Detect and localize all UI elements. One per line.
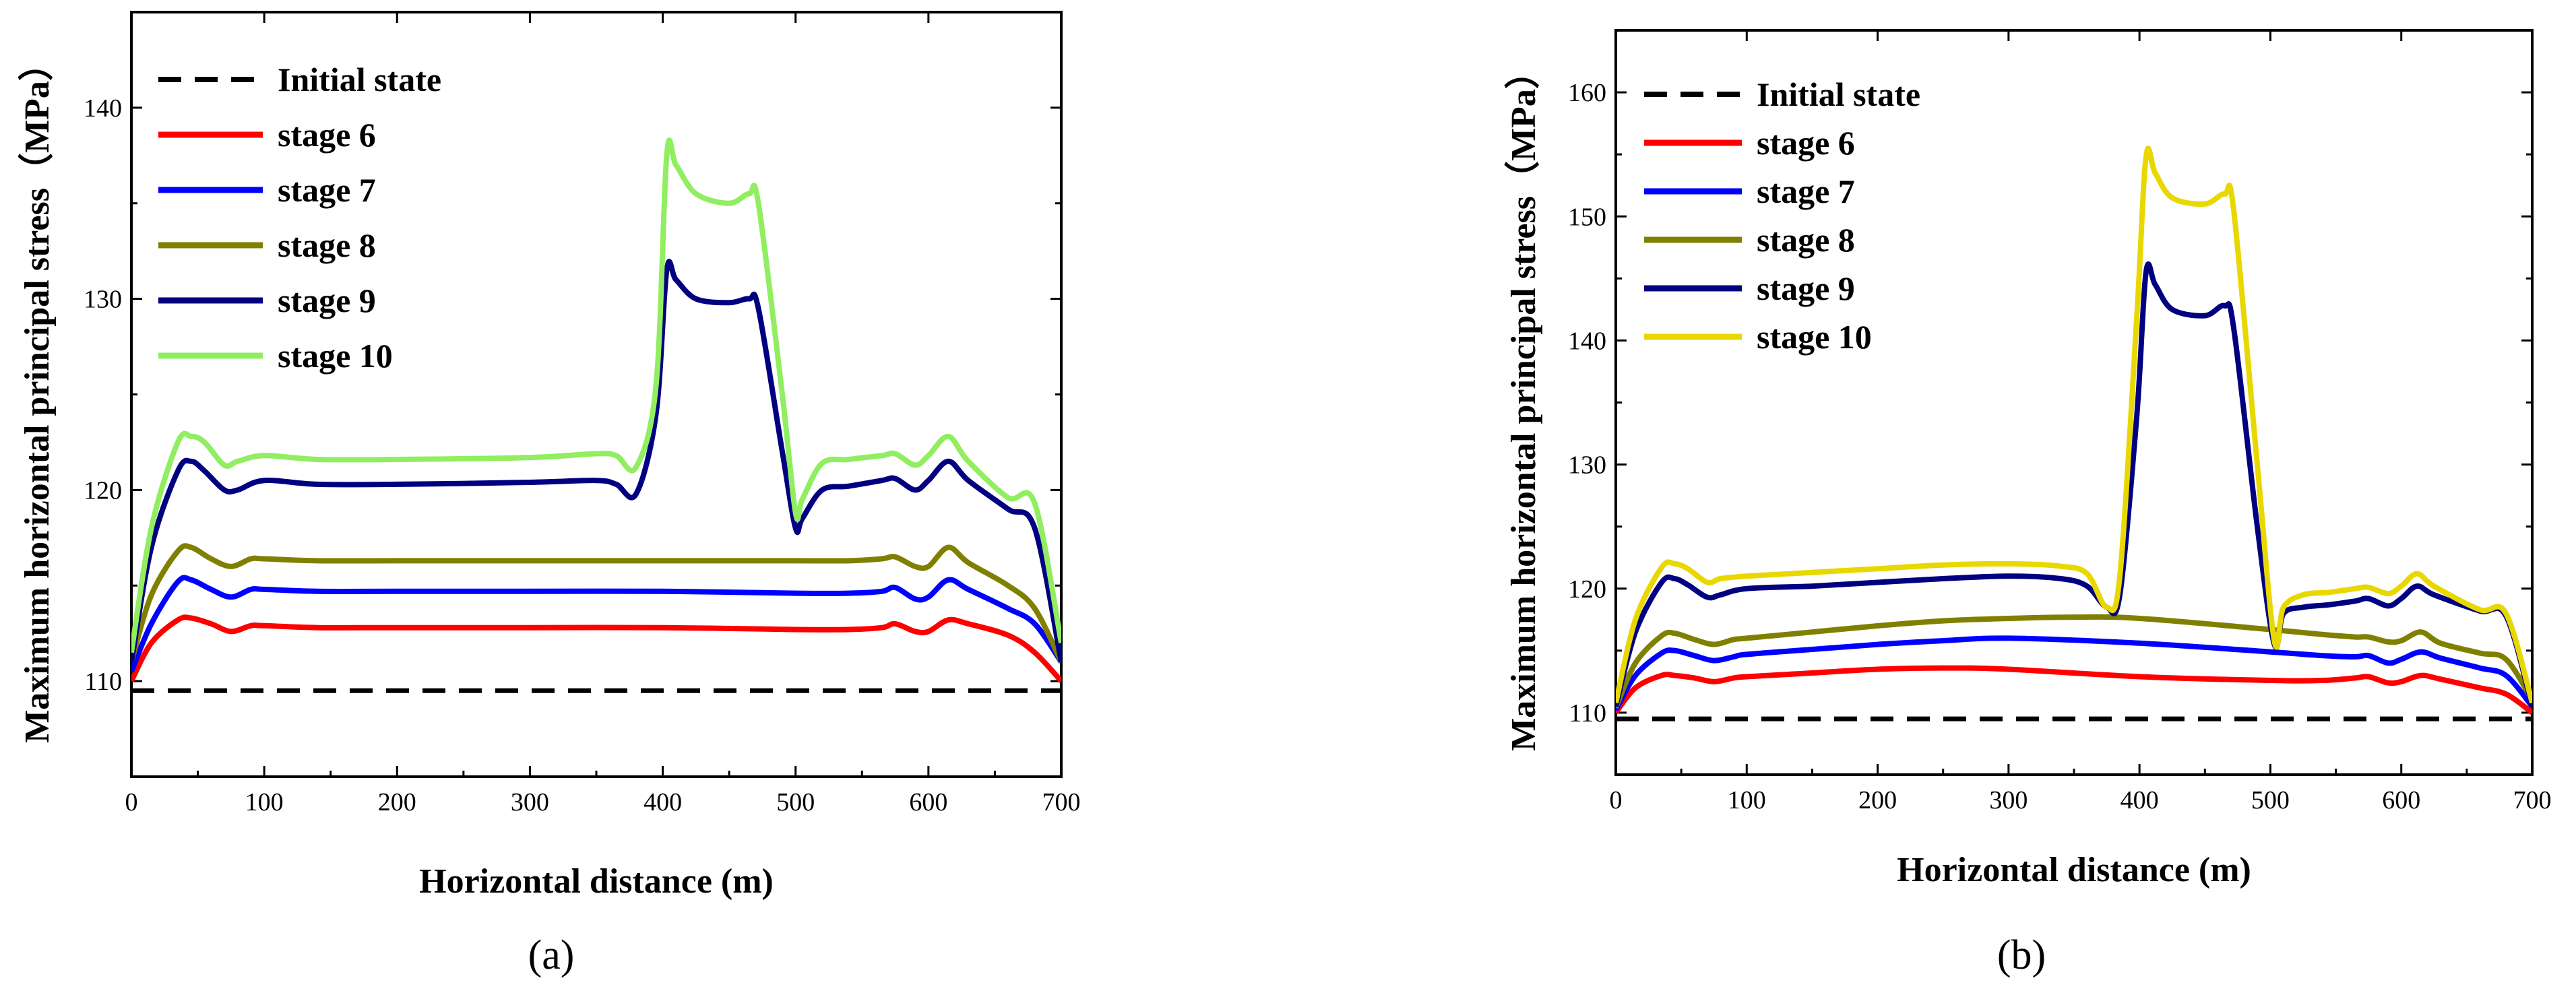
plot-frame xyxy=(130,11,1063,778)
legend-label: Initial state xyxy=(1757,75,1920,113)
x-tick-label: 600 xyxy=(909,788,947,816)
series-line-stage-10 xyxy=(131,137,1061,653)
x-tick-label: 500 xyxy=(776,788,815,816)
x-tick-label: 400 xyxy=(2121,786,2159,814)
chart-b: 0 100 200 300 400 500 600 700 110 120 130 140 150 160… xyxy=(1504,29,2552,889)
panel-label-b: (b) xyxy=(1997,932,2046,978)
x-tick-label: 700 xyxy=(2513,786,2552,814)
legend-label: stage 10 xyxy=(1757,318,1872,356)
legend-label: stage 6 xyxy=(1757,124,1855,162)
x-tick-label: 600 xyxy=(2382,786,2420,814)
x-tick-label: 300 xyxy=(511,788,549,816)
y-tick-label: 130 xyxy=(1568,451,1606,480)
x-tick-label: 200 xyxy=(378,788,416,816)
x-axis-title: Horizontal distance (m) xyxy=(1897,851,2251,889)
y-tick-label: 160 xyxy=(1568,79,1606,107)
series-line-stage-6 xyxy=(131,614,1061,683)
legend-label: stage 6 xyxy=(278,116,376,154)
y-tick-label: 140 xyxy=(1568,327,1606,355)
legend-label: stage 9 xyxy=(1757,269,1855,307)
series-line-stage-7 xyxy=(1616,635,2532,712)
y-tick-label: 130 xyxy=(84,286,122,314)
y-tick-label: 120 xyxy=(84,476,122,505)
x-tick-label: 100 xyxy=(245,788,284,816)
y-tick-label: 150 xyxy=(1568,203,1606,231)
legend-label: Initial state xyxy=(278,61,441,98)
x-tick-label: 300 xyxy=(1989,786,2028,814)
x-tick-label: 700 xyxy=(1042,788,1081,816)
x-tick-label: 200 xyxy=(1858,786,1897,814)
y-tick-label: 120 xyxy=(1568,575,1606,604)
panel-label-a: (a) xyxy=(528,932,575,978)
series-line-stage-8 xyxy=(1616,614,2532,709)
chart-a: 0 100 200 300 400 500 600 700 110 120 130 140 Horizo… xyxy=(18,11,1081,901)
y-tick-label: 110 xyxy=(84,668,122,696)
x-tick-label: 0 xyxy=(125,788,138,816)
y-axis-title: Maximum horizontal principal stress（MPa） xyxy=(1504,54,1543,751)
y-axis-title: Maximum horizontal principal stress（MPa） xyxy=(18,46,57,743)
x-axis-title: Horizontal distance (m) xyxy=(419,862,774,901)
series-line-stage-9 xyxy=(1616,261,2532,707)
legend-label: stage 8 xyxy=(278,226,376,264)
series-line-stage-9 xyxy=(131,259,1061,663)
legend-label: stage 10 xyxy=(278,337,393,375)
legend-label: stage 9 xyxy=(278,282,376,319)
series-line-stage-10 xyxy=(1616,146,2532,704)
legend-label: stage 7 xyxy=(1757,172,1855,210)
series-line-stage-8 xyxy=(131,543,1061,664)
x-tick-label: 500 xyxy=(2251,786,2290,814)
y-tick-label: 110 xyxy=(1569,699,1606,728)
x-tick-label: 100 xyxy=(1728,786,1766,814)
y-tick-label: 140 xyxy=(84,94,122,123)
legend-label: stage 7 xyxy=(278,171,376,209)
legend-label: stage 8 xyxy=(1757,221,1855,259)
series-line-stage-6 xyxy=(1616,665,2532,715)
series-line-stage-7 xyxy=(131,575,1061,673)
x-tick-label: 400 xyxy=(643,788,682,816)
x-tick-label: 0 xyxy=(1610,786,1623,814)
